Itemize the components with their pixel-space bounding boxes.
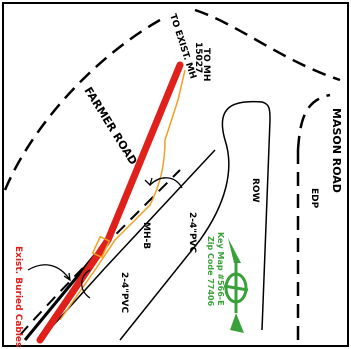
mason-road-edp-curve (296, 93, 331, 151)
label-mason-road: MASON ROAD (330, 108, 343, 193)
label-edp: EDP (309, 188, 319, 209)
label-pvc-lower: 2-4"PVC (119, 272, 129, 314)
existing-buried-cable (23, 254, 97, 341)
label-zip-code: Zip Code 77406 (206, 236, 215, 307)
cables-leader (27, 264, 71, 281)
label-pvc-upper: 2-4"PVC (187, 212, 197, 254)
label-exist-buried-cables: Exist. Buried Cables (13, 246, 23, 347)
road-edge-upper-right (194, 8, 341, 82)
label-to-mh-line2: 15027 (193, 42, 203, 73)
cables-arrowhead (63, 272, 71, 282)
north-arrow-icon (223, 238, 249, 333)
mh-b-marker (91, 235, 111, 259)
label-mh-b: MH-B (141, 222, 151, 249)
pvc-upper-arrowhead (144, 177, 153, 187)
label-to-mh-line1: TO MH (201, 48, 211, 81)
right-of-way-line (119, 100, 271, 341)
farmer-road-far-edge (3, 18, 161, 191)
label-row: ROW (250, 178, 260, 203)
proposed-cable-line (59, 69, 186, 321)
pavement-edge (39, 149, 216, 341)
pvc-upper-leader (149, 177, 183, 189)
label-key-map: Key Map #566-E (216, 232, 225, 306)
pvc-lower-leader (81, 269, 91, 299)
